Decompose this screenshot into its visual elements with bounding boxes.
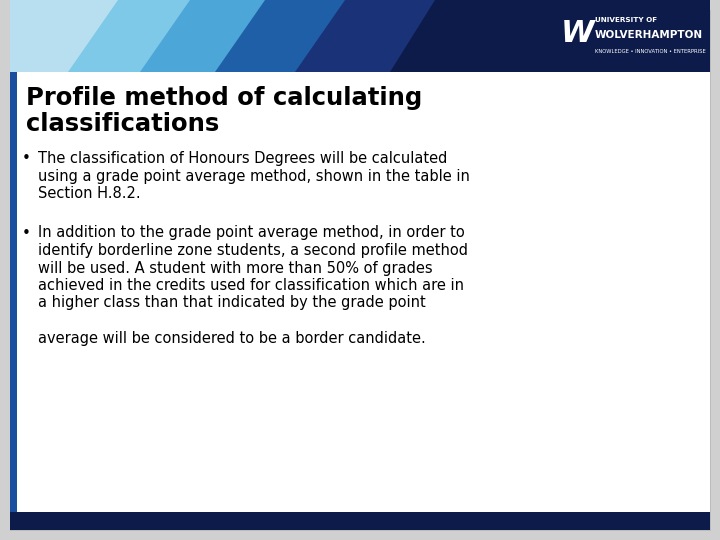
- Text: identify borderline zone students, a second profile method: identify borderline zone students, a sec…: [38, 243, 468, 258]
- Text: •: •: [22, 151, 31, 166]
- Text: Profile method of calculating: Profile method of calculating: [26, 86, 422, 110]
- Polygon shape: [10, 0, 130, 72]
- Text: average will be considered to be a border candidate.: average will be considered to be a borde…: [38, 330, 426, 346]
- Text: Section H.8.2.: Section H.8.2.: [38, 186, 140, 201]
- Text: achieved in the credits used for classification which are in: achieved in the credits used for classif…: [38, 278, 464, 293]
- Text: W: W: [561, 19, 595, 49]
- Polygon shape: [140, 0, 280, 72]
- Polygon shape: [68, 0, 205, 72]
- Bar: [10, 512, 710, 530]
- Bar: [10, 0, 710, 72]
- Text: WOLVERHAMPTON: WOLVERHAMPTON: [595, 30, 703, 39]
- Polygon shape: [215, 0, 355, 72]
- Polygon shape: [295, 0, 435, 72]
- Text: •: •: [22, 226, 31, 240]
- Text: will be used. A student with more than 50% of grades: will be used. A student with more than 5…: [38, 260, 433, 275]
- Text: UNIVERSITY OF: UNIVERSITY OF: [595, 17, 657, 23]
- Text: In addition to the grade point average method, in order to: In addition to the grade point average m…: [38, 226, 464, 240]
- Text: a higher class than that indicated by the grade point: a higher class than that indicated by th…: [38, 295, 426, 310]
- Bar: [560, 0, 710, 72]
- Text: using a grade point average method, shown in the table in: using a grade point average method, show…: [38, 168, 470, 184]
- Text: classifications: classifications: [26, 112, 220, 136]
- Bar: [10, 72, 17, 512]
- Text: KNOWLEDGE • INNOVATION • ENTERPRISE: KNOWLEDGE • INNOVATION • ENTERPRISE: [595, 49, 706, 55]
- Text: The classification of Honours Degrees will be calculated: The classification of Honours Degrees wi…: [38, 151, 447, 166]
